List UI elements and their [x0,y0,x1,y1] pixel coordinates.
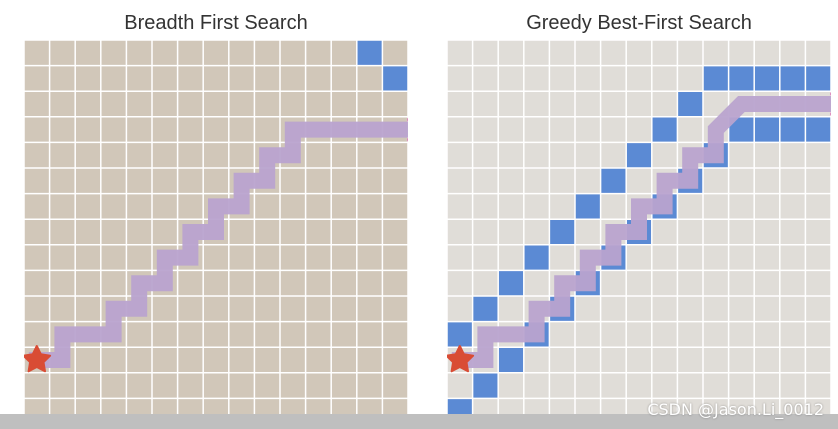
frontier-cell [754,65,780,92]
path-line [28,121,408,368]
frontier-cell [447,398,473,414]
frontier-cell [447,321,473,348]
frontier-cell [626,142,652,168]
frontier-cell [754,116,780,143]
frontier-cell [472,296,499,322]
star-icon [447,345,475,373]
bottom-band [0,414,838,429]
frontier-cell [498,270,524,296]
frontier-cell [498,347,524,373]
frontier-cell [728,65,755,92]
frontier-cell [472,372,499,399]
bfs-grid [24,40,408,414]
frontier-cell [523,244,550,271]
right-panel-title: Greedy Best-First Search [526,12,752,34]
frontier-cell [651,116,678,143]
frontier-cell [356,40,383,66]
frontier-cell [600,168,627,194]
frontier-cell [779,116,806,143]
watermark-text: CSDN @Jason.Li_0012 [647,400,824,419]
frontier-cell [703,65,729,92]
left-panel-title: Breadth First Search [124,12,308,34]
frontier-cell [575,193,601,220]
frontier-cell [779,65,806,92]
frontier-cell [549,219,575,245]
greedy-grid [447,40,831,414]
star-icon [24,345,52,373]
path-line [451,96,831,368]
frontier-cell [805,65,831,92]
frontier-cell [677,91,703,117]
frontier-cell [805,116,831,143]
frontier-cell [382,65,408,92]
